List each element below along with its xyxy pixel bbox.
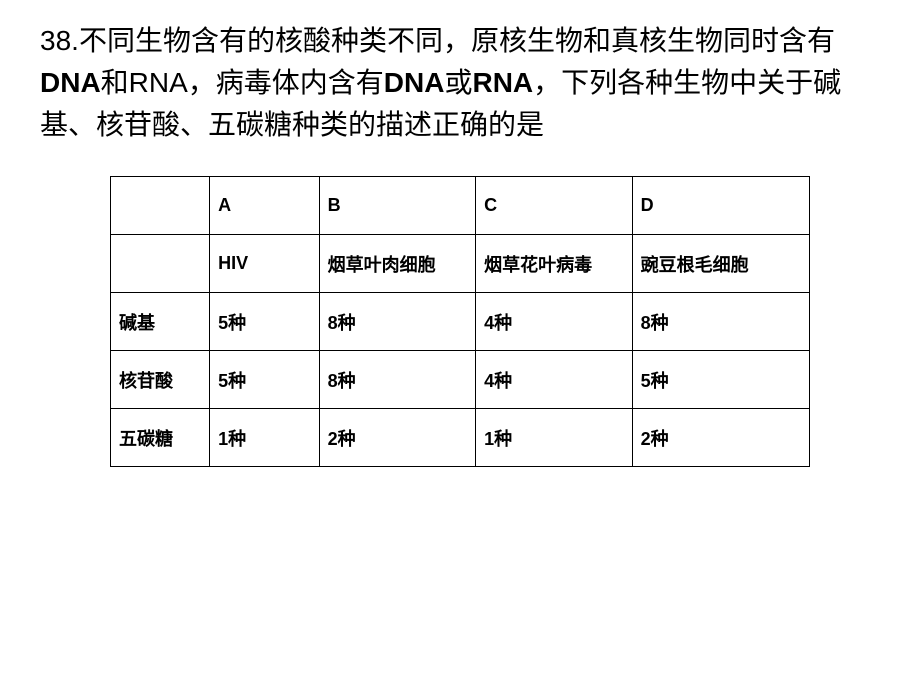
q-bold3: RNA (472, 67, 533, 98)
organism-b: 烟草叶肉细胞 (319, 235, 475, 293)
organism-a: HIV (210, 235, 320, 293)
answer-table: A B C D HIV 烟草叶肉细胞 烟草花叶病毒 豌豆根毛细胞 碱基 5种 8… (110, 176, 810, 467)
row-label: 碱基 (111, 293, 210, 351)
table-row: 核苷酸 5种 8种 4种 5种 (111, 351, 810, 409)
cell: 5种 (210, 351, 320, 409)
cell: 4种 (476, 293, 632, 351)
header-d: D (632, 177, 809, 235)
cell: 2种 (319, 409, 475, 467)
cell: 8种 (319, 293, 475, 351)
question-text: 38.不同生物含有的核酸种类不同，原核生物和真核生物同时含有 DNA和RNA，病毒… (40, 20, 880, 146)
cell: 2种 (632, 409, 809, 467)
cell: 8种 (632, 293, 809, 351)
header-a: A (210, 177, 320, 235)
table-header-row: A B C D (111, 177, 810, 235)
cell: 4种 (476, 351, 632, 409)
cell: 5种 (632, 351, 809, 409)
row-label: 核苷酸 (111, 351, 210, 409)
table-row: 五碳糖 1种 2种 1种 2种 (111, 409, 810, 467)
q-bold1: DNA (40, 67, 101, 98)
row-label: 五碳糖 (111, 409, 210, 467)
organism-row: HIV 烟草叶肉细胞 烟草花叶病毒 豌豆根毛细胞 (111, 235, 810, 293)
q-part2: 和RNA，病毒体内含有 (101, 67, 384, 98)
organism-c: 烟草花叶病毒 (476, 235, 632, 293)
corner-cell (111, 177, 210, 235)
header-b: B (319, 177, 475, 235)
cell: 1种 (476, 409, 632, 467)
cell: 5种 (210, 293, 320, 351)
q-part3: 或 (444, 67, 472, 98)
q-bold2: DNA (384, 67, 445, 98)
question-number: 38. (40, 25, 79, 56)
organism-d: 豌豆根毛细胞 (632, 235, 809, 293)
header-c: C (476, 177, 632, 235)
table-row: 碱基 5种 8种 4种 8种 (111, 293, 810, 351)
cell: 8种 (319, 351, 475, 409)
cell: 1种 (210, 409, 320, 467)
q-part1: 不同生物含有的核酸种类不同，原核生物和真核生物同时含有 (79, 25, 835, 56)
organism-label (111, 235, 210, 293)
